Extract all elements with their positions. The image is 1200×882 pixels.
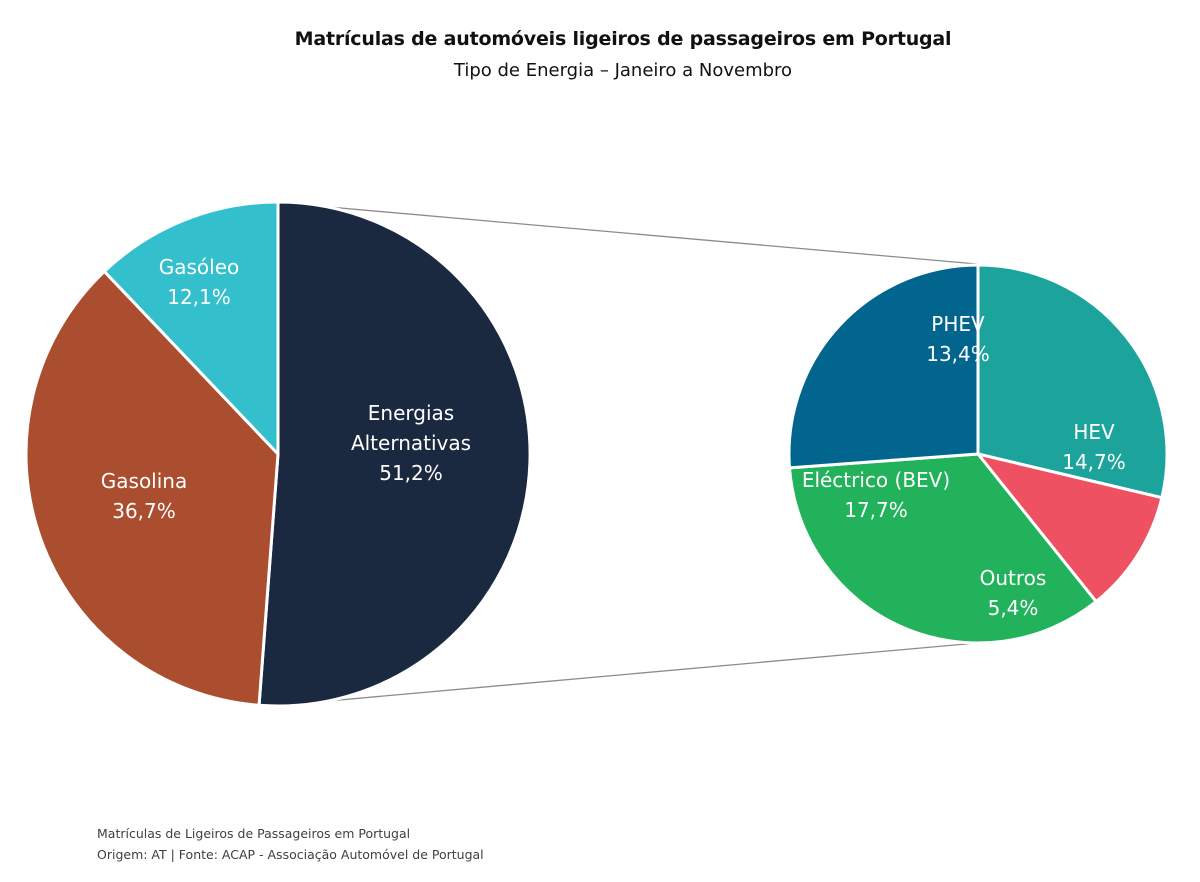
main-slice-gasoleo (102, 200, 280, 456)
main-value-gasolina: 36,7% (112, 499, 176, 523)
detail-pie (787, 263, 1169, 645)
detail-slice-phev (787, 263, 980, 470)
main-slice-energias-alternativas (257, 200, 532, 708)
footer-source-title: Matrículas de Ligeiros de Passageiros em… (97, 826, 411, 841)
connector-line-bottom (271, 642, 978, 707)
detail-label-electrico-bev: Eléctrico (BEV) 17,7% (802, 468, 950, 522)
main-name-gasoleo: Gasóleo (159, 255, 240, 279)
main-name-energias-alternativas: Energias (368, 401, 454, 425)
main-label-gasoleo: Gasóleo 12,1% (159, 255, 240, 309)
main-label-gasolina: Gasolina 36,7% (101, 469, 187, 523)
detail-label-phev: PHEV 13,4% (926, 312, 990, 366)
main-label-energias-alternativas: Energias Alternativas 51,2% (351, 401, 471, 485)
detail-slice-outros (976, 452, 1164, 604)
connector-lines (271, 201, 978, 707)
main-slice-gasolina (24, 269, 280, 707)
detail-slice-electrico-bev (788, 452, 1098, 645)
detail-name-phev: PHEV (931, 312, 985, 336)
detail-slice-hev (976, 263, 1169, 500)
detail-name-electrico-bev: Eléctrico (BEV) (802, 468, 950, 492)
main-name-energias-alternativas: Alternativas (351, 431, 471, 455)
main-name-gasolina: Gasolina (101, 469, 187, 493)
main-value-gasoleo: 12,1% (167, 285, 231, 309)
main-value-energias-alternativas: 51,2% (379, 461, 443, 485)
chart-subtitle: Tipo de Energia – Janeiro a Novembro (453, 60, 793, 81)
detail-name-outros: Outros (980, 566, 1047, 590)
connector-line-top (271, 201, 978, 265)
detail-label-hev: HEV 14,7% (1062, 420, 1126, 474)
footer-source-origin: Origem: AT | Fonte: ACAP - Associação Au… (97, 847, 484, 862)
detail-label-outros: Outros 5,4% (980, 566, 1047, 620)
detail-value-electrico-bev: 17,7% (844, 498, 908, 522)
detail-value-outros: 5,4% (988, 596, 1039, 620)
main-pie (24, 200, 532, 708)
detail-value-hev: 14,7% (1062, 450, 1126, 474)
detail-name-hev: HEV (1073, 420, 1115, 444)
chart-title: Matrículas de automóveis ligeiros de pas… (294, 28, 952, 50)
slice-labels: Energias Alternativas 51,2%Gasolina 36,7%Ga… (101, 255, 1126, 620)
detail-value-phev: 13,4% (926, 342, 990, 366)
